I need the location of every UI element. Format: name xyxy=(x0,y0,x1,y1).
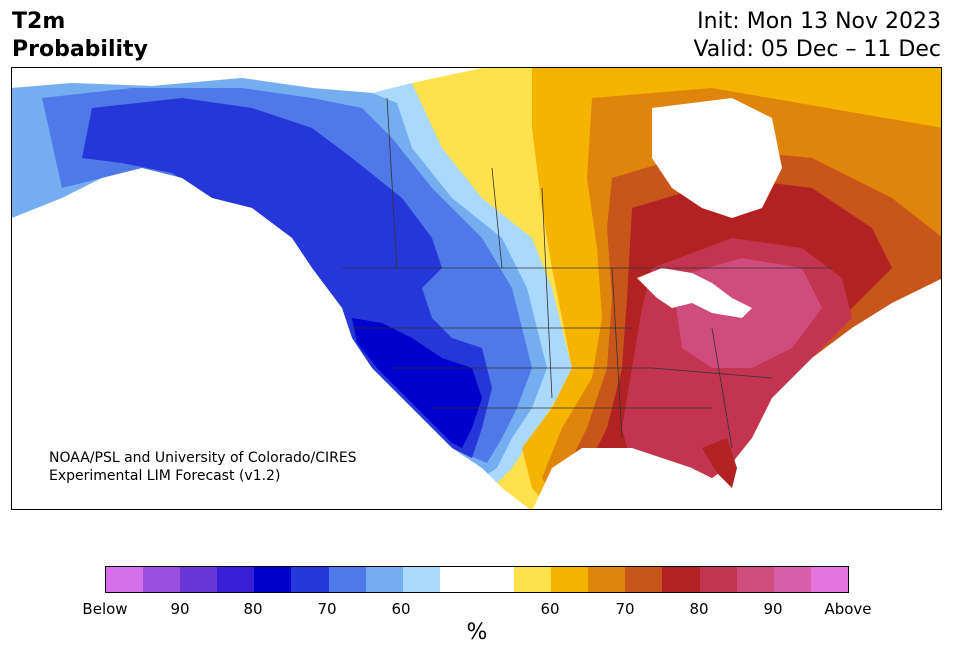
colorbar-swatch xyxy=(773,567,811,592)
pacific-coast-water xyxy=(12,168,512,509)
colorbar-tick-label: 60 xyxy=(391,600,411,618)
colorbar-tick-label: 80 xyxy=(243,600,263,618)
colorbar-swatch xyxy=(143,567,181,592)
colorbar-swatch xyxy=(328,567,366,592)
map-title: T2m Probability xyxy=(12,8,148,64)
colorbar-swatch xyxy=(588,567,626,592)
colorbar-swatch xyxy=(699,567,737,592)
atlantic-water xyxy=(722,278,941,509)
colorbar-tick-label: Above xyxy=(824,600,872,618)
colorbar-unit: % xyxy=(466,620,488,645)
colorbar-tick-label: 70 xyxy=(317,600,337,618)
colorbar-swatch xyxy=(662,567,700,592)
colorbar-tick-label: 70 xyxy=(615,600,635,618)
great-lakes xyxy=(637,268,752,318)
colorbar-swatch xyxy=(551,567,589,592)
colorbar-swatch xyxy=(514,567,552,592)
region-below-90-core xyxy=(352,318,482,448)
colorbar-swatch xyxy=(810,567,848,592)
title-line-variable: T2m xyxy=(12,9,66,34)
forecast-dates: Init: Mon 13 Nov 2023 Valid: 05 Dec – 11… xyxy=(693,8,941,64)
title-line-type: Probability xyxy=(12,37,148,62)
colorbar-tick-label: 90 xyxy=(763,600,783,618)
init-date: Init: Mon 13 Nov 2023 xyxy=(697,9,941,34)
colorbar-swatch xyxy=(402,567,440,592)
colorbar-swatch xyxy=(736,567,774,592)
florida xyxy=(702,438,737,488)
colorbar-tick-label: 90 xyxy=(170,600,190,618)
political-borders xyxy=(342,97,832,449)
colorbar-tick-label: 60 xyxy=(540,600,560,618)
gulf-of-mexico xyxy=(532,448,712,509)
colorbar-swatch xyxy=(291,567,329,592)
colorbar-swatch xyxy=(254,567,292,592)
colorbar-swatch xyxy=(180,567,218,592)
valid-date: Valid: 05 Dec – 11 Dec xyxy=(693,37,941,62)
colorbar-swatch xyxy=(476,567,515,592)
colorbar-swatch xyxy=(439,567,477,592)
colorbar-tick-label: Below xyxy=(82,600,128,618)
hudson-bay xyxy=(652,98,782,218)
colorbar-swatch xyxy=(625,567,663,592)
credit-line-1: NOAA/PSL and University of Colorado/CIRE… xyxy=(49,450,357,466)
colorbar-swatch xyxy=(106,567,144,592)
colorbar-swatch xyxy=(365,567,403,592)
north-america-map-svg xyxy=(12,68,941,509)
forecast-credit: NOAA/PSL and University of Colorado/CIRE… xyxy=(49,449,357,485)
colorbar-swatch xyxy=(217,567,255,592)
colorbar-tick-label: 80 xyxy=(689,600,709,618)
probability-colorbar xyxy=(105,566,849,593)
credit-line-2: Experimental LIM Forecast (v1.2) xyxy=(49,468,281,484)
forecast-map xyxy=(11,67,942,510)
